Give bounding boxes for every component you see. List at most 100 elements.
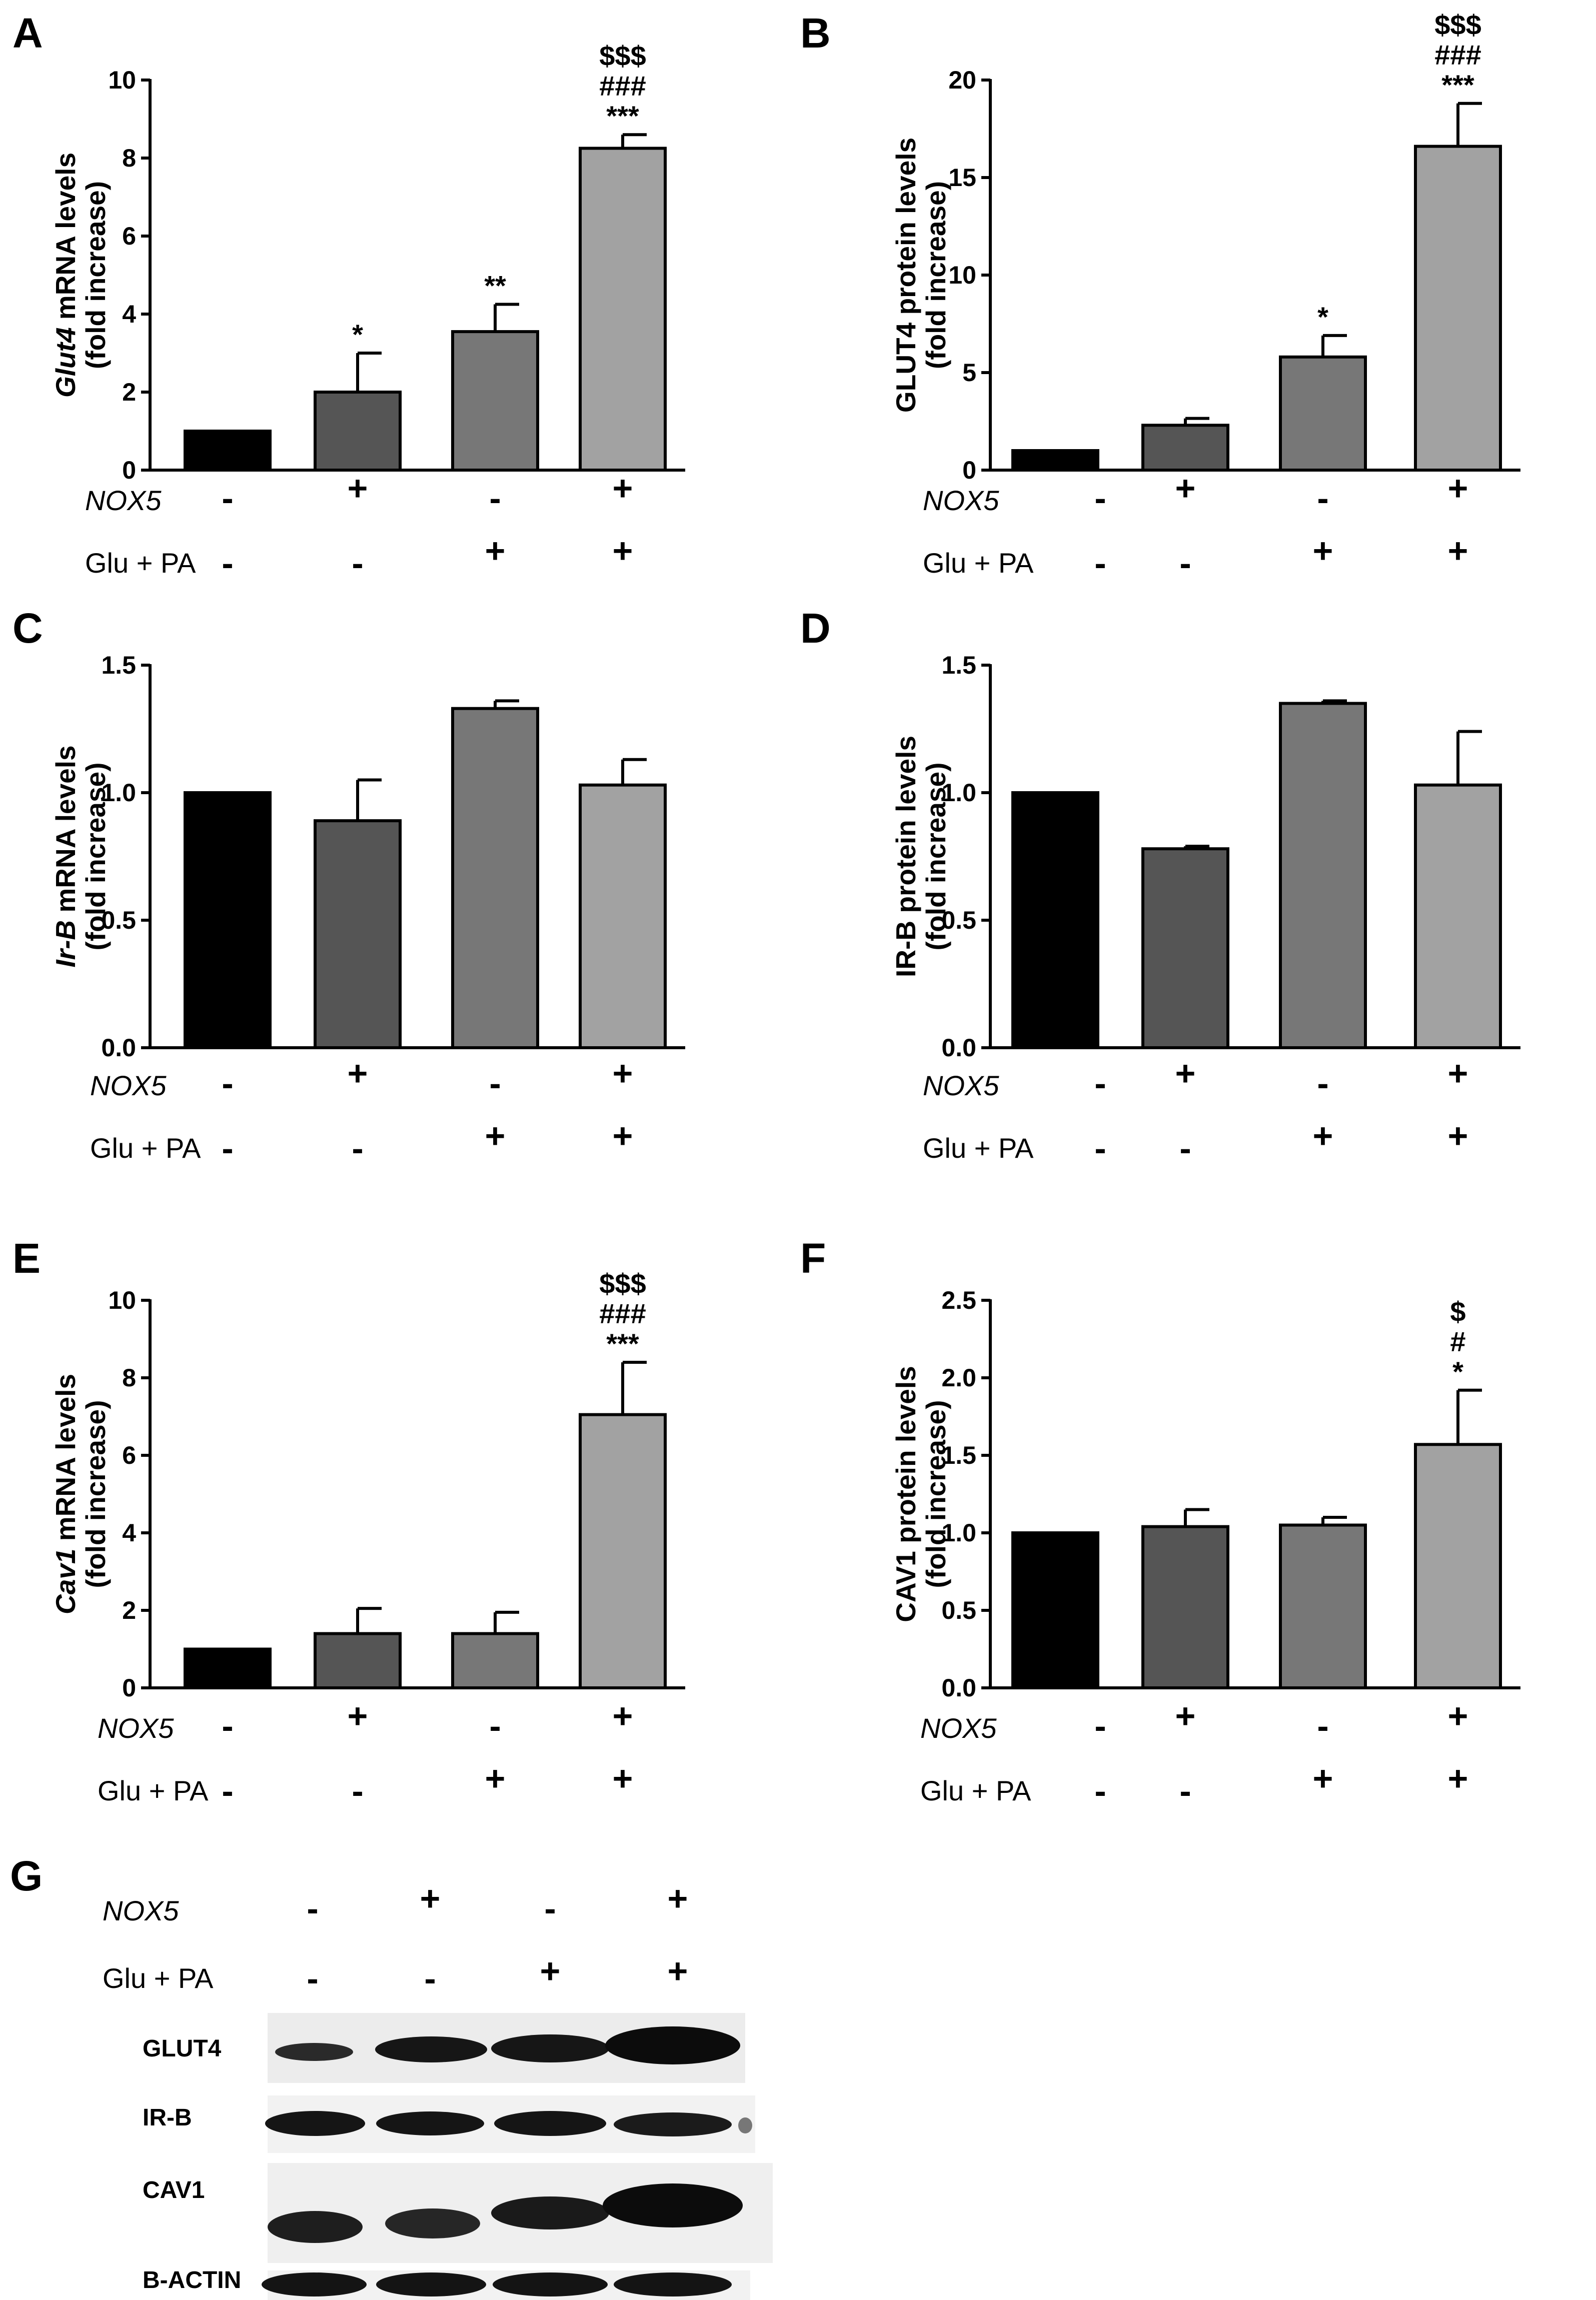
- y-tick-label: 0.0: [101, 1034, 136, 1062]
- glupa-sign: -: [1094, 544, 1106, 583]
- y-tick-label: 0.5: [941, 1596, 976, 1624]
- y-axis-label-italic: Ir-B: [50, 920, 81, 968]
- glupa-sign: -: [1094, 1129, 1106, 1168]
- glupa-sign: -: [1094, 1771, 1106, 1810]
- panel-letter: E: [13, 1235, 41, 1282]
- y-axis-label-text: GLUT4 protein levels: [890, 138, 921, 413]
- y-tick-label: 1.0: [941, 1519, 976, 1547]
- y-axis-label-text: mRNA levels: [50, 1374, 81, 1549]
- y-tick-label: 1.0: [941, 779, 976, 807]
- bar: [579, 783, 667, 1049]
- glupa-sign: +: [1313, 1759, 1333, 1798]
- nox5-sign: -: [1317, 1064, 1328, 1103]
- blot-band: [493, 2272, 608, 2296]
- blot-label-cav1: CAV1: [143, 2177, 205, 2203]
- blot-band: [265, 2111, 365, 2136]
- significance-mark: *: [352, 319, 363, 350]
- nox5-sign: -: [222, 479, 233, 518]
- nox5-sign: -: [1094, 1064, 1106, 1103]
- nox5-sign: -: [1094, 1706, 1106, 1745]
- glupa-sign: +: [1313, 1116, 1333, 1155]
- glupa-row-label: Glu + PA: [923, 547, 1034, 579]
- blot-label-irb: IR-B: [143, 2104, 192, 2131]
- y-axis-label-line2: (fold increase): [80, 763, 111, 951]
- panel-letter-g: G: [10, 1852, 43, 1899]
- y-tick-label: 0.0: [941, 1034, 976, 1062]
- nox5-sign: +: [613, 469, 633, 508]
- blot-band: [268, 2211, 363, 2243]
- bar: [1279, 1523, 1367, 1689]
- y-tick-label: 2: [122, 1596, 136, 1624]
- nox5-sign: +: [348, 1054, 368, 1093]
- y-axis-label-line2: (fold increase): [920, 181, 951, 369]
- nox5-row-label: NOX5: [90, 1070, 167, 1101]
- blot-band: [275, 2043, 353, 2061]
- glupa-sign: -: [352, 1771, 363, 1810]
- panel-letter: B: [800, 10, 831, 57]
- blot-label-bactin: B-ACTIN: [143, 2267, 241, 2293]
- y-axis-label: Glut4 mRNA levels: [50, 153, 81, 398]
- bar: [184, 791, 272, 1049]
- y-axis-label-text: IR-B protein levels: [890, 736, 921, 977]
- significance-mark: ***: [1441, 69, 1474, 101]
- glupa-sign: +: [1448, 531, 1468, 570]
- y-axis-label-line2: (fold increase): [920, 1400, 951, 1588]
- y-tick-label: 1.0: [101, 779, 136, 807]
- glupa-sign: +: [485, 1759, 506, 1798]
- glupa-row-label: Glu + PA: [98, 1775, 209, 1806]
- glupa-sign: +: [613, 531, 633, 570]
- glupa-sign: +: [485, 531, 506, 570]
- bar: [314, 819, 402, 1049]
- y-tick-label: 6: [122, 222, 136, 250]
- y-tick-label: 1.5: [941, 651, 976, 679]
- y-axis-label: CAV1 protein levels: [890, 1366, 921, 1622]
- blot-nox5-sign: +: [420, 1879, 441, 1918]
- significance-mark: *: [1317, 301, 1328, 333]
- y-tick-label: 4: [122, 1519, 136, 1547]
- bar: [451, 707, 539, 1049]
- y-axis-label: GLUT4 protein levels: [890, 138, 921, 413]
- blot-nox5-sign: +: [668, 1879, 688, 1918]
- blot-band: [491, 2034, 609, 2062]
- bar: [184, 1647, 272, 1689]
- y-tick-label: 8: [122, 144, 136, 172]
- bar: [1011, 791, 1099, 1049]
- bar: [1414, 145, 1502, 472]
- bar: [579, 147, 667, 472]
- nox5-sign: +: [1175, 469, 1196, 508]
- y-tick-label: 10: [948, 261, 976, 289]
- y-axis-label-text: CAV1 protein levels: [890, 1366, 921, 1622]
- y-tick-label: 4: [122, 300, 136, 328]
- y-axis-label-text: mRNA levels: [50, 153, 81, 328]
- bar: [1011, 449, 1099, 472]
- glupa-sign: -: [352, 544, 363, 583]
- y-axis-label: Cav1 mRNA levels: [50, 1374, 81, 1614]
- y-tick-label: 0: [122, 456, 136, 484]
- bar: [1011, 1531, 1099, 1689]
- western-blot-panel: G NOX5 Glu + PA - + - + - - + + GLUT4 IR…: [10, 1852, 773, 2300]
- blot-band: [614, 2272, 732, 2296]
- y-tick-label: 5: [962, 359, 976, 387]
- panel-letter: D: [800, 605, 831, 652]
- glupa-sign: +: [613, 1116, 633, 1155]
- nox5-sign: +: [1448, 1054, 1468, 1093]
- glupa-row-label: Glu + PA: [90, 1132, 201, 1164]
- blot-band: [262, 2272, 367, 2296]
- significance-mark: ***: [606, 100, 639, 132]
- bar: [1279, 355, 1367, 472]
- blot-band: [491, 2196, 609, 2229]
- y-tick-label: 20: [948, 66, 976, 94]
- glupa-sign: -: [222, 544, 233, 583]
- bar: [314, 391, 402, 472]
- blot-band: [376, 2111, 484, 2135]
- bar: [579, 1413, 667, 1689]
- glupa-row-label: Glu + PA: [923, 1132, 1034, 1164]
- blot-band: [738, 2117, 752, 2133]
- y-tick-label: 15: [948, 164, 976, 192]
- blot-band: [375, 2036, 487, 2062]
- y-axis-label-text: mRNA levels: [50, 745, 81, 920]
- glupa-sign: +: [485, 1116, 506, 1155]
- chart-panel-d: D 0.0 0.5 1.0 1.5 IR-B protein levels(fold in…: [800, 605, 1520, 1168]
- blot-band: [614, 2112, 732, 2136]
